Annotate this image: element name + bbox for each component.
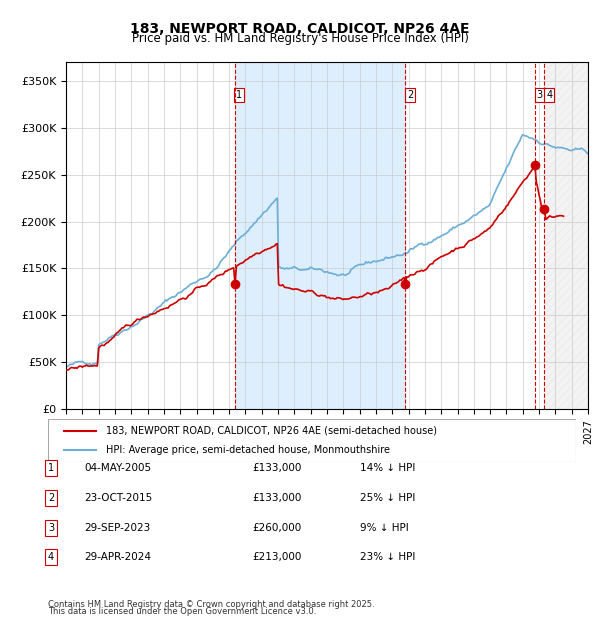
Text: Price paid vs. HM Land Registry's House Price Index (HPI): Price paid vs. HM Land Registry's House … [131, 32, 469, 45]
Text: 183, NEWPORT ROAD, CALDICOT, NP26 4AE: 183, NEWPORT ROAD, CALDICOT, NP26 4AE [130, 22, 470, 36]
Text: 29-APR-2024: 29-APR-2024 [84, 552, 151, 562]
Text: 3: 3 [536, 90, 543, 100]
Text: 2: 2 [407, 90, 413, 100]
Text: £133,000: £133,000 [252, 463, 301, 473]
Text: 2: 2 [48, 493, 54, 503]
Text: 9% ↓ HPI: 9% ↓ HPI [360, 523, 409, 533]
FancyBboxPatch shape [48, 418, 576, 462]
Text: 183, NEWPORT ROAD, CALDICOT, NP26 4AE (semi-detached house): 183, NEWPORT ROAD, CALDICOT, NP26 4AE (s… [106, 426, 437, 436]
Text: £260,000: £260,000 [252, 523, 301, 533]
Text: 25% ↓ HPI: 25% ↓ HPI [360, 493, 415, 503]
Text: 1: 1 [236, 90, 242, 100]
Text: 4: 4 [48, 552, 54, 562]
Text: 04-MAY-2005: 04-MAY-2005 [84, 463, 151, 473]
Text: 29-SEP-2023: 29-SEP-2023 [84, 523, 150, 533]
Text: 3: 3 [48, 523, 54, 533]
Text: 14% ↓ HPI: 14% ↓ HPI [360, 463, 415, 473]
Text: £133,000: £133,000 [252, 493, 301, 503]
Bar [544, 62, 588, 409]
Text: 4: 4 [546, 90, 552, 100]
Text: This data is licensed under the Open Government Licence v3.0.: This data is licensed under the Open Gov… [48, 607, 316, 616]
Text: Contains HM Land Registry data © Crown copyright and database right 2025.: Contains HM Land Registry data © Crown c… [48, 600, 374, 609]
Text: 23% ↓ HPI: 23% ↓ HPI [360, 552, 415, 562]
Text: 1: 1 [48, 463, 54, 473]
Bar [235, 62, 406, 409]
Text: 23-OCT-2015: 23-OCT-2015 [84, 493, 152, 503]
Text: £213,000: £213,000 [252, 552, 301, 562]
Text: HPI: Average price, semi-detached house, Monmouthshire: HPI: Average price, semi-detached house,… [106, 445, 390, 454]
